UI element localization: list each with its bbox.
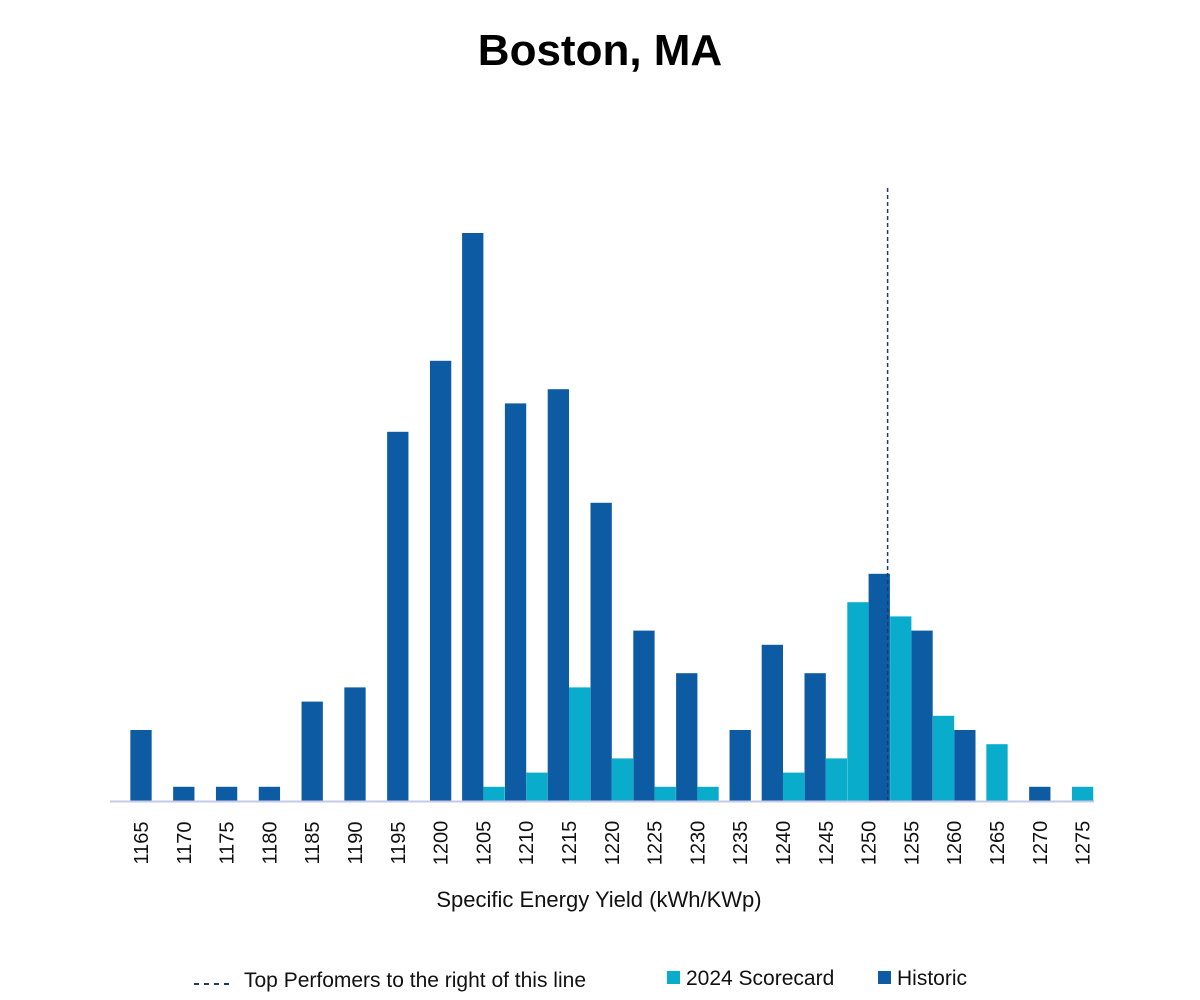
bar-historic-1230 (676, 673, 698, 801)
bar-historic-1190 (344, 687, 366, 801)
x-tick-1200: 1200 (431, 821, 453, 866)
legend-swatch-2024-scorecard (667, 971, 680, 984)
bar-2024-scorecard-1245 (825, 758, 848, 801)
x-tick-1275: 1275 (1073, 821, 1095, 866)
bar-2024-scorecard-1215 (569, 687, 591, 801)
bar-historic-1200 (429, 360, 452, 801)
bar-2024-scorecard-1210 (526, 772, 548, 801)
bar-historic-1235 (729, 730, 751, 801)
bar-historic-1170 (173, 786, 195, 801)
legend-label-2024-scorecard: 2024 Scorecard (686, 967, 834, 990)
bar-2024-scorecard-1220 (611, 758, 634, 801)
x-tick-1220: 1220 (602, 821, 624, 866)
bar-2024-scorecard-1260 (932, 715, 955, 801)
bar-historic-1220 (590, 502, 612, 801)
bar-historic-1215 (547, 389, 569, 801)
legend-label-historic: Historic (897, 967, 967, 990)
bars-group (130, 233, 1094, 801)
bar-historic-1270 (1029, 786, 1051, 801)
x-tick-1255: 1255 (901, 821, 923, 866)
bar-historic-1205 (462, 233, 484, 801)
x-tick-1185: 1185 (302, 821, 324, 864)
x-tick-1180: 1180 (259, 821, 281, 864)
bar-2024-scorecard-1255 (890, 616, 912, 801)
x-tick-1245: 1245 (816, 821, 838, 866)
x-tick-1190: 1190 (345, 821, 367, 864)
x-tick-labels: 1165 1170 1175 1180 1185 1190 1195 1200 1205 1210… (131, 821, 1095, 866)
bar-2024-scorecard-1275 (1071, 786, 1094, 801)
bar-2024-scorecard-1265 (986, 744, 1008, 801)
x-tick-1260: 1260 (944, 821, 966, 866)
x-tick-1205: 1205 (473, 821, 495, 866)
x-tick-1165: 1165 (131, 821, 153, 864)
bar-2024-scorecard-1240 (783, 772, 805, 801)
bar-historic-1210 (504, 403, 527, 801)
bar-2024-scorecard-1225 (654, 786, 676, 801)
bar-historic-1240 (761, 644, 783, 801)
bar-2024-scorecard-1205 (483, 786, 505, 801)
legend-label-reference: Top Perfomers to the right of this line (244, 969, 586, 992)
bar-historic-1260 (954, 730, 976, 801)
x-tick-1225: 1225 (645, 821, 667, 866)
bar-historic-1225 (633, 630, 655, 801)
x-axis-label: Specific Energy Yield (kWh/KWp) (436, 887, 761, 912)
x-tick-1215: 1215 (559, 821, 581, 866)
bar-2024-scorecard-1230 (697, 786, 719, 801)
x-tick-1210: 1210 (516, 821, 538, 866)
x-tick-1265: 1265 (987, 821, 1009, 866)
x-tick-1230: 1230 (687, 821, 709, 866)
x-tick-1175: 1175 (217, 821, 239, 864)
x-tick-1195: 1195 (388, 821, 410, 864)
x-tick-1170: 1170 (174, 821, 196, 864)
bar-historic-1250 (868, 573, 890, 801)
bar-historic-1175 (215, 786, 238, 801)
bar-historic-1165 (130, 730, 152, 801)
chart-title: Boston, MA (477, 26, 723, 75)
bar-historic-1185 (301, 701, 323, 801)
x-tick-1235: 1235 (730, 821, 752, 866)
x-tick-1250: 1250 (859, 821, 881, 866)
x-tick-1270: 1270 (1030, 821, 1052, 866)
legend: Top Perfomers to the right of this line … (194, 967, 967, 992)
bar-historic-1245 (804, 673, 826, 801)
bar-historic-1180 (258, 786, 281, 801)
legend-swatch-historic (878, 971, 891, 984)
bar-historic-1195 (387, 431, 409, 801)
x-tick-1240: 1240 (773, 821, 795, 866)
bar-2024-scorecard-1250 (847, 602, 869, 801)
bar-historic-1255 (911, 630, 933, 801)
